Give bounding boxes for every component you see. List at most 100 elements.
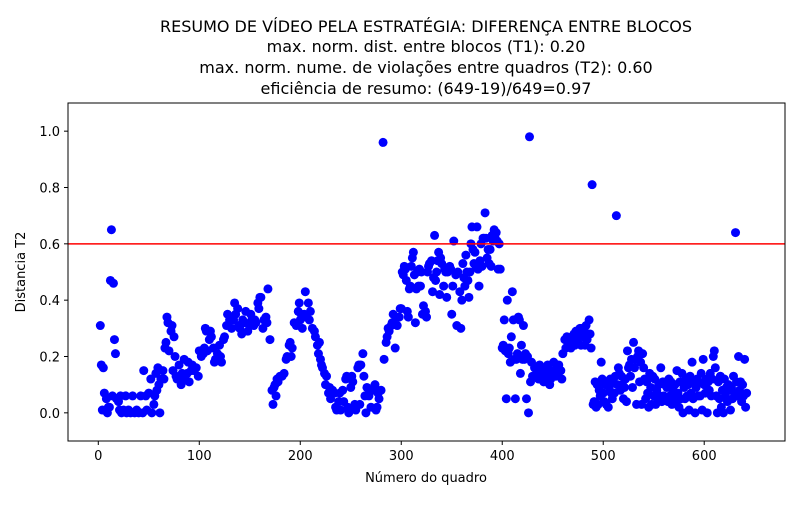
- data-point: [690, 408, 700, 418]
- data-point: [457, 295, 467, 305]
- data-point: [521, 394, 531, 404]
- data-point: [220, 332, 230, 342]
- data-point: [504, 343, 514, 353]
- data-point: [158, 366, 168, 376]
- data-point: [584, 315, 594, 325]
- data-point: [286, 352, 296, 361]
- data-point: [461, 250, 471, 260]
- data-point: [294, 298, 304, 308]
- data-point: [638, 349, 648, 359]
- data-point: [432, 267, 442, 277]
- data-point: [586, 343, 596, 353]
- data-point: [477, 261, 487, 271]
- data-point: [374, 394, 384, 404]
- data-point: [447, 309, 457, 319]
- data-point: [167, 321, 177, 331]
- data-point: [435, 290, 445, 300]
- data-point: [359, 371, 369, 381]
- data-point: [227, 323, 237, 333]
- data-point: [453, 267, 463, 277]
- data-point: [159, 374, 169, 384]
- data-point: [731, 228, 741, 238]
- data-point: [710, 363, 720, 373]
- data-point: [314, 337, 324, 347]
- data-point: [98, 363, 108, 373]
- data-point: [725, 405, 735, 415]
- data-point: [300, 287, 310, 297]
- axes-frame: [67, 102, 786, 442]
- data-point: [431, 275, 441, 285]
- title-line-4: eficiência de resumo: (649-19)/649=0.97: [261, 79, 592, 98]
- data-point: [495, 264, 505, 274]
- data-point: [109, 335, 119, 345]
- data-point: [428, 287, 438, 297]
- data-point: [170, 352, 180, 361]
- data-point: [355, 399, 365, 409]
- data-point: [501, 394, 511, 404]
- x-tick-label: 200: [288, 449, 313, 464]
- data-point: [403, 312, 413, 322]
- chart-title: RESUMO DE VÍDEO PELA ESTRATÉGIA: DIFEREN…: [160, 17, 692, 98]
- data-point: [556, 366, 566, 376]
- data-point: [465, 267, 475, 277]
- data-point: [491, 228, 501, 238]
- data-point: [464, 292, 474, 302]
- data-point: [741, 402, 751, 412]
- data-points: [95, 132, 752, 418]
- data-point: [406, 261, 416, 271]
- data-point: [149, 399, 159, 409]
- data-point: [128, 391, 138, 401]
- title-line-1: RESUMO DE VÍDEO PELA ESTRATÉGIA: DIFEREN…: [160, 17, 692, 36]
- data-point: [304, 315, 314, 325]
- data-point: [358, 349, 368, 359]
- data-point: [603, 402, 613, 412]
- data-point: [415, 281, 425, 291]
- data-point: [251, 318, 261, 328]
- data-point: [139, 366, 149, 376]
- data-point: [439, 281, 449, 291]
- data-point: [507, 287, 517, 297]
- data-point: [587, 180, 597, 190]
- y-tick-label: 0.6: [39, 238, 60, 253]
- data-point: [216, 357, 226, 367]
- data-point: [611, 211, 621, 221]
- data-point: [515, 368, 525, 378]
- data-point: [742, 388, 752, 398]
- data-point: [155, 408, 165, 418]
- data-point: [630, 363, 640, 373]
- y-tick-label: 0.4: [39, 294, 60, 309]
- data-point: [480, 208, 490, 218]
- data-point: [297, 323, 307, 333]
- data-point: [262, 318, 272, 328]
- y-axis-label: Distancia T2: [14, 232, 29, 313]
- data-point: [147, 408, 157, 418]
- data-point: [193, 371, 203, 381]
- data-point: [619, 382, 629, 392]
- data-point: [525, 132, 535, 142]
- data-point: [422, 312, 431, 322]
- data-point: [596, 357, 606, 367]
- data-point: [430, 230, 440, 240]
- x-axis-ticks: 0 100 200 300 400 500 600: [94, 441, 717, 464]
- data-point: [698, 354, 708, 364]
- x-tick-label: 300: [389, 449, 414, 464]
- data-point: [628, 382, 638, 392]
- x-tick-label: 100: [187, 449, 212, 464]
- data-point: [104, 402, 114, 412]
- data-point: [702, 408, 712, 418]
- data-point: [390, 343, 400, 353]
- data-point: [557, 374, 567, 384]
- data-point: [254, 304, 264, 314]
- y-tick-label: 0.2: [39, 351, 60, 366]
- data-point: [442, 292, 452, 302]
- data-point: [233, 304, 243, 314]
- data-point: [486, 261, 496, 271]
- data-point: [738, 380, 748, 390]
- data-point: [639, 363, 649, 373]
- data-point: [161, 337, 171, 347]
- data-point: [499, 315, 509, 325]
- data-point: [256, 292, 266, 302]
- data-point: [378, 137, 388, 147]
- data-point: [506, 332, 516, 342]
